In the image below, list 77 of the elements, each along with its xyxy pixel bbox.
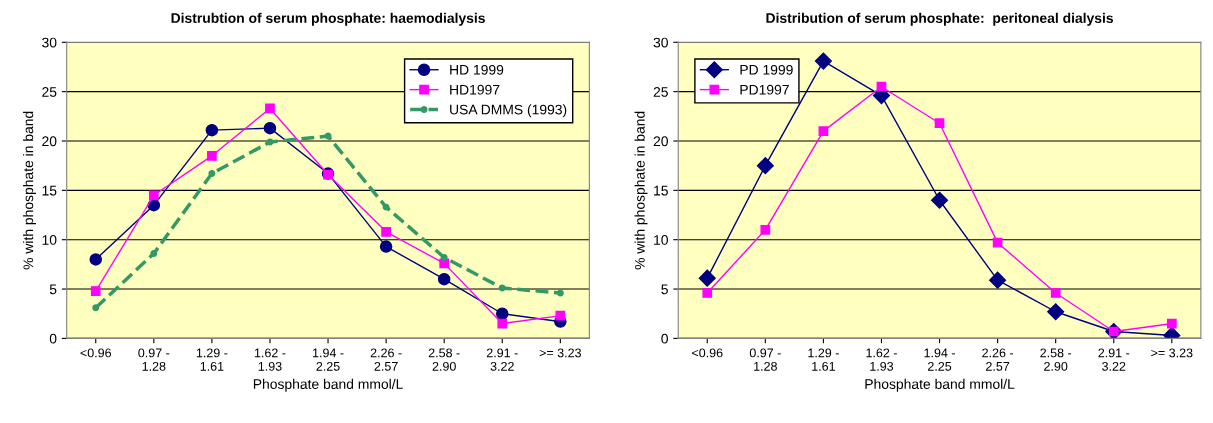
x-tick-label: 2.26 - 2.57 [370,348,402,371]
y-tick-label: 30 [42,37,57,48]
legend-label: HD 1999 [450,64,504,75]
point [205,123,219,137]
x-tick-label: 1.29 - 1.61 [808,348,839,371]
x-tick-label: 2.58 - 2.90 [428,348,460,371]
point [89,253,103,266]
x-axis-title: Phosphate band mmol/L [253,378,403,392]
point [934,118,945,129]
x-tick-label: 2.91 - 3.22 [486,348,518,371]
legend-label: PD1997 [740,84,789,95]
chart-title: Distrubtion of serum phosphate: haemodialysis [171,12,485,26]
point [208,170,216,178]
point [818,126,829,136]
legend-label: USA DMMS (1993) [450,104,567,118]
point [989,271,1007,289]
point [263,121,277,135]
x-tick-label: 1.62 - 1.93 [254,348,286,371]
point [381,226,391,237]
y-axis-title: % with phosphate in band [23,111,36,270]
point [555,310,566,321]
point [1050,288,1061,298]
x-tick-label: <0.96 [692,348,723,358]
point [440,253,448,261]
y-tick-label: 5 [661,284,668,295]
point [1047,303,1065,321]
y-axis-title: % with phosphate in band [634,111,648,270]
point [702,288,713,298]
y-tick-label: 0 [661,333,668,344]
point [498,284,506,292]
y-tick-label: 25 [42,86,57,97]
point [148,190,159,201]
y-tick-label: 15 [42,185,57,196]
x-tick-label: 1.29 - 1.61 [196,348,228,371]
point [496,307,509,320]
point [497,318,508,329]
x-tick-label: 0.97 - 1.28 [749,348,781,371]
point [265,103,275,114]
point [379,240,393,253]
y-tick-label: 20 [653,136,668,147]
legend-label: PD 1999 [740,64,793,75]
y-tick-label: 25 [653,86,668,97]
y-tick-label: 5 [49,284,57,295]
chart-title: Distribution of serum phosphate: peritoneal dialysis [766,12,1114,26]
point [876,81,887,92]
point [760,224,771,235]
point [756,157,774,175]
y-tick-label: 15 [654,185,668,196]
y-tick-label: 10 [654,235,668,245]
y-tick-label: 10 [42,235,57,245]
point [437,272,451,286]
point [930,191,949,209]
point [90,286,101,296]
y-tick-label: 30 [653,37,668,48]
x-tick-label: >= 3.23 [1151,348,1193,358]
point [92,304,100,312]
x-tick-label: <0.96 [80,348,112,358]
y-tick-label: 20 [42,136,57,147]
x-tick-label: 1.94 - 2.25 [924,348,955,371]
point [207,150,217,161]
x-tick-label: 2.58 - 2.90 [1040,348,1072,371]
point [556,289,564,297]
point [382,203,390,211]
point [150,250,158,257]
y-tick-label: 0 [49,333,57,344]
x-tick-label: 2.91 - 3.22 [1098,348,1130,371]
x-tick-label: >= 3.23 [539,348,581,358]
x-tick-label: 2.26 - 2.57 [982,348,1014,371]
point [1166,318,1177,329]
point [698,269,716,287]
point [992,237,1003,248]
x-tick-label: 1.94 - 2.25 [313,348,344,371]
x-tick-label: 1.62 - 1.93 [866,348,897,371]
x-axis-title: Phosphate band mmol/L [865,378,1015,392]
point [814,52,832,70]
legend-label: HD1997 [450,84,500,95]
x-tick-label: 0.97 - 1.28 [138,348,170,371]
